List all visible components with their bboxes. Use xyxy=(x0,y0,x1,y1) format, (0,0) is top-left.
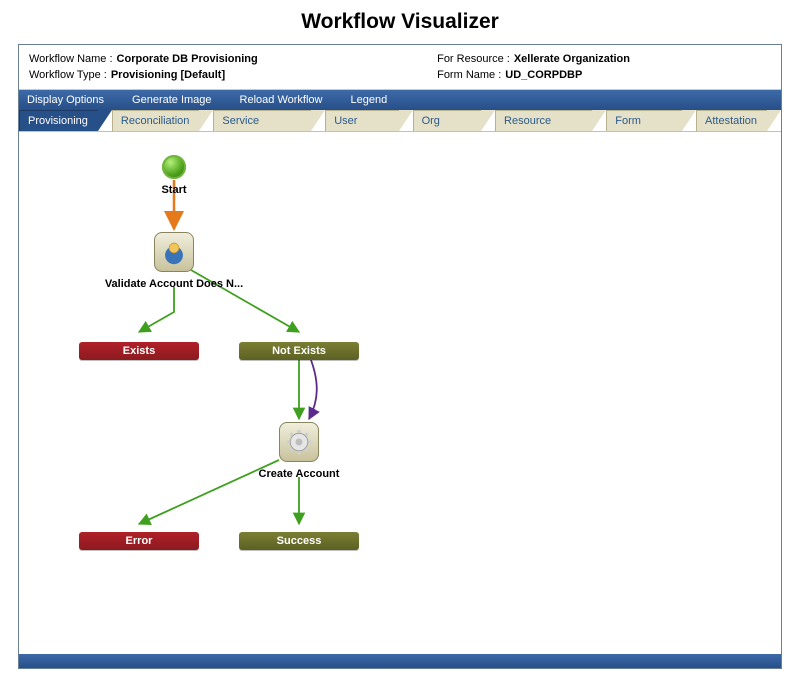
meta-label-formname: Form Name : xyxy=(437,69,505,81)
edge-validate-exists xyxy=(139,287,174,332)
bottom-bar xyxy=(19,654,781,668)
status-exists[interactable]: Exists xyxy=(79,342,199,360)
edge-notexists-create xyxy=(309,360,317,419)
status-error[interactable]: Error xyxy=(79,532,199,550)
tab-reconciliation[interactable]: Reconciliation xyxy=(112,110,199,131)
workflow-canvas: Start Validate Account Does N... Exists Not… xyxy=(19,132,781,652)
meta-label-wftype: Workflow Type : xyxy=(29,69,111,81)
meta-label-resource: For Resource : xyxy=(437,53,514,65)
meta-value-wfname: Corporate DB Provisioning xyxy=(117,53,258,65)
node-create[interactable] xyxy=(279,422,319,462)
tab-strip: Provisioning Reconciliation Service Accoun… xyxy=(19,110,781,132)
meta-value-wftype: Provisioning [Default] xyxy=(111,69,225,81)
tab-org-event[interactable]: Org Event xyxy=(413,110,481,131)
tab-provisioning[interactable]: Provisioning xyxy=(19,110,98,131)
meta-value-formname: UD_CORPDBP xyxy=(505,69,582,81)
menu-item-display-options[interactable]: Display Options xyxy=(27,94,104,106)
meta-label-wfname: Workflow Name : xyxy=(29,53,117,65)
node-validate-label: Validate Account Does N... xyxy=(105,278,243,290)
node-start[interactable] xyxy=(162,155,186,179)
menu-item-generate-image[interactable]: Generate Image xyxy=(132,94,212,106)
menu-item-legend[interactable]: Legend xyxy=(351,94,388,106)
tab-user-event[interactable]: User Event xyxy=(325,110,398,131)
status-success[interactable]: Success xyxy=(239,532,359,550)
tab-form-event[interactable]: Form Event xyxy=(606,110,682,131)
workflow-frame: Workflow Name : Corporate DB Provisionin… xyxy=(18,44,782,669)
tab-attestation[interactable]: Attestation xyxy=(696,110,767,131)
node-start-label: Start xyxy=(161,184,186,196)
meta-value-resource: Xellerate Organization xyxy=(514,53,630,65)
page-title: Workflow Visualizer xyxy=(0,0,800,44)
tab-resource-event[interactable]: Resource Event xyxy=(495,110,592,131)
status-notexists[interactable]: Not Exists xyxy=(239,342,359,360)
workflow-meta: Workflow Name : Corporate DB Provisionin… xyxy=(19,45,781,90)
menu-item-reload-workflow[interactable]: Reload Workflow xyxy=(240,94,323,106)
node-validate[interactable] xyxy=(154,232,194,272)
node-create-label: Create Account xyxy=(259,468,340,480)
menu-bar: Display Options Generate Image Reload Work… xyxy=(19,90,781,110)
tab-service-account[interactable]: Service Account xyxy=(213,110,311,131)
